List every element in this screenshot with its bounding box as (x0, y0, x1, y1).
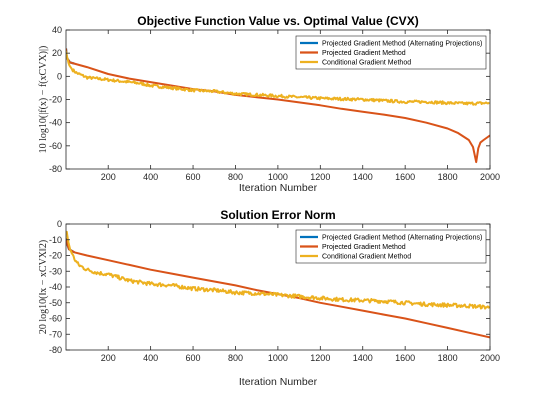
legend-entry-3: Conditional Gradient Method (322, 254, 411, 261)
series-line-3 (66, 50, 490, 106)
x-tick-label: 1600 (395, 172, 415, 182)
x-tick-label: 1200 (310, 353, 330, 363)
y-tick-label: -20 (49, 95, 62, 105)
y-tick-label: 0 (57, 71, 62, 81)
x-axis-label: Iteration Number (239, 376, 318, 388)
legend-box (295, 35, 487, 70)
chart-panel-1: Objective Function Value vs. Optimal Val… (38, 14, 500, 194)
y-tick-label: -10 (49, 235, 62, 245)
x-tick-label: 600 (186, 172, 201, 182)
legend-entry-3: Conditional Gradient Method (322, 60, 411, 67)
y-tick-label: -80 (49, 345, 62, 355)
series-line-2 (66, 48, 490, 164)
x-tick-label: 200 (101, 353, 116, 363)
x-tick-label: 1800 (438, 172, 458, 182)
series-line-2 (66, 238, 490, 339)
x-tick-label: 2000 (480, 172, 500, 182)
y-tick-label: -40 (49, 282, 62, 292)
chart-title: Solution Error Norm (220, 208, 335, 222)
x-tick-label: 1800 (438, 353, 458, 363)
y-tick-label: -20 (49, 251, 62, 261)
x-tick-label: 800 (228, 353, 243, 363)
x-tick-label: 800 (228, 172, 243, 182)
chart-title: Objective Function Value vs. Optimal Val… (137, 14, 418, 28)
y-tick-label: 40 (52, 25, 62, 35)
y-tick-label: 0 (57, 219, 62, 229)
x-tick-label: 1400 (353, 353, 373, 363)
y-axis-label: 20 log10(‖x − xCVX‖2) (38, 240, 49, 334)
legend-entry-1: Projected Gradient Method (Alternating P… (322, 235, 482, 242)
y-tick-label: -70 (49, 329, 62, 339)
x-tick-label: 1200 (310, 172, 330, 182)
x-tick-label: 200 (101, 172, 116, 182)
y-tick-label: 20 (52, 48, 62, 58)
y-tick-label: -50 (49, 298, 62, 308)
x-tick-label: 400 (143, 172, 158, 182)
x-tick-label: 1400 (353, 172, 373, 182)
y-tick-label: -80 (49, 164, 62, 174)
x-tick-label: 2000 (480, 353, 500, 363)
x-tick-label: 1000 (268, 172, 288, 182)
legend-entry-2: Projected Gradient Method (322, 50, 406, 57)
series-line-3 (66, 230, 490, 310)
y-tick-label: -60 (49, 314, 62, 324)
legend: Projected Gradient Method (Alternating P… (295, 35, 487, 70)
x-tick-label: 1000 (268, 353, 288, 363)
x-tick-label: 1600 (395, 353, 415, 363)
legend: Projected Gradient Method (Alternating P… (295, 229, 487, 264)
legend-box (295, 229, 487, 264)
y-tick-label: -30 (49, 266, 62, 276)
x-tick-label: 600 (186, 353, 201, 363)
legend-entry-2: Projected Gradient Method (322, 244, 406, 251)
y-tick-label: -40 (49, 118, 62, 128)
y-tick-label: -60 (49, 141, 62, 151)
chart-panel-2: Solution Error Norm 200 400 600 800 1000 1200 1… (38, 208, 500, 388)
x-axis-label: Iteration Number (239, 182, 318, 194)
y-axis-label: 10 log10(|f(x) − f(xCVX)|) (38, 46, 49, 154)
x-tick-label: 400 (143, 353, 158, 363)
legend-entry-1: Projected Gradient Method (Alternating P… (322, 41, 482, 48)
